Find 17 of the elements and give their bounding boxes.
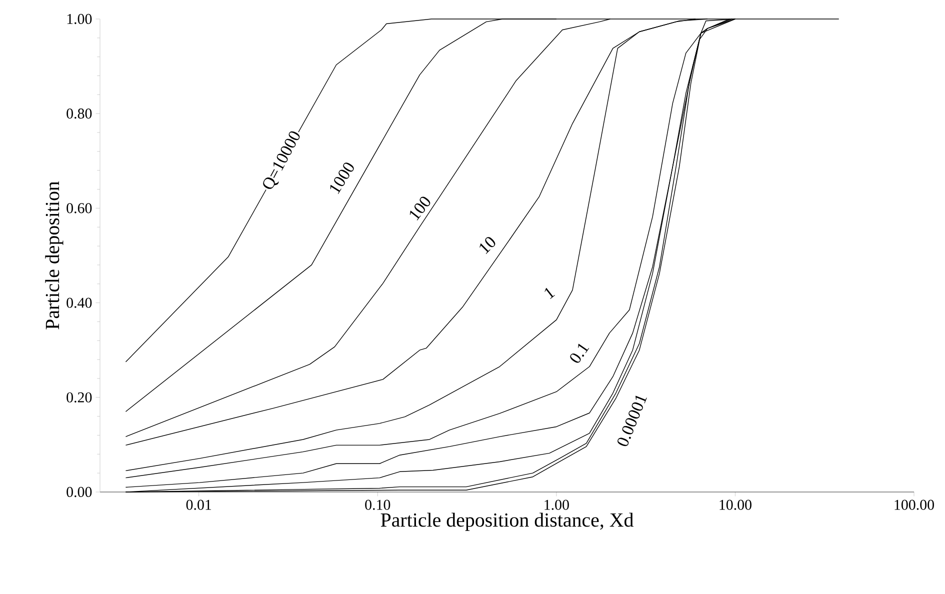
y-tick-label: 0.20 bbox=[66, 392, 92, 402]
y-tick-label: 0.80 bbox=[66, 108, 92, 119]
y-tick-label: 1.00 bbox=[67, 14, 92, 24]
annotation: 1 bbox=[544, 288, 556, 299]
annotation: 10 bbox=[480, 237, 496, 254]
x-tick-label: 1.00 bbox=[544, 500, 569, 510]
y-tick-label: 0.40 bbox=[66, 298, 92, 308]
x-tick-label: 0.10 bbox=[365, 500, 390, 510]
x-tick-label: 100.00 bbox=[894, 500, 934, 510]
y-tick-label: 0.60 bbox=[66, 203, 92, 214]
annotation: 100 bbox=[410, 196, 430, 220]
annotation: 0.1 bbox=[570, 344, 590, 363]
x-tick-label: 0.01 bbox=[186, 500, 212, 510]
x-axis-title: Particle deposition distance, Xd bbox=[380, 512, 634, 531]
x-tick-label: 10.00 bbox=[720, 500, 752, 510]
y-axis-title: Particle deposition bbox=[45, 181, 64, 330]
y-tick-label: 0.00 bbox=[66, 486, 92, 498]
